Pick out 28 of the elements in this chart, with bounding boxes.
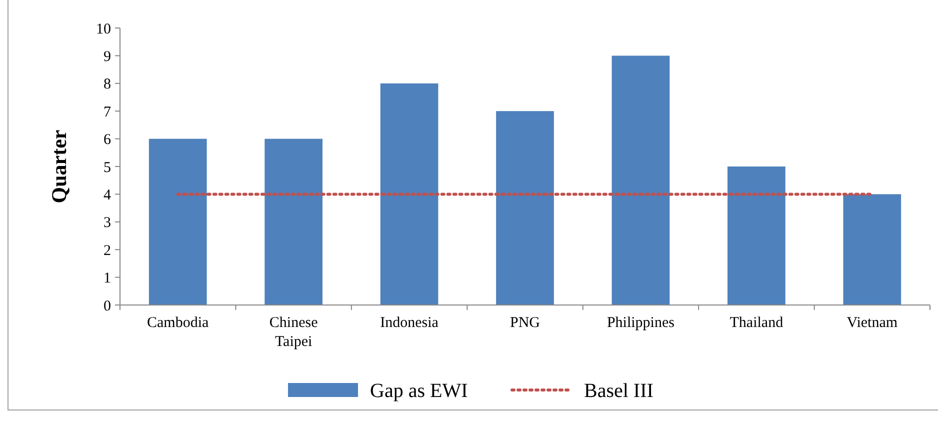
x-tick-label: Philippines [606,315,675,331]
legend-label: Basel III [584,380,654,402]
y-tick-label: 3 [104,215,111,232]
y-tick-label: 6 [104,132,112,148]
y-tick-label: 1 [104,270,111,287]
bar [380,83,438,305]
x-tick-label: PNG [510,315,540,331]
x-tick-label: Cambodia [147,315,210,331]
bar [496,111,554,305]
y-tick-label: 5 [104,160,111,176]
bar [728,166,786,305]
x-tick-label: Thailand [730,315,784,331]
y-tick-label: 7 [104,104,112,120]
y-tick-label: 9 [104,48,111,65]
y-tick-label: 0 [104,298,111,314]
x-tick-label: Vietnam [846,315,898,331]
bar [843,194,902,305]
bar [612,56,670,305]
y-axis-title: Quarter [47,130,71,204]
y-tick-label: 10 [96,21,111,38]
y-tick-label: 8 [104,76,111,93]
bar [148,138,207,305]
x-tick-label: Indonesia [380,315,439,331]
bar [264,138,322,305]
y-tick-label: 2 [104,242,111,259]
legend-label: Gap as EWI [370,380,468,402]
x-tick-label: Chinese Taipei [269,315,318,350]
y-tick-label: 4 [104,187,112,204]
